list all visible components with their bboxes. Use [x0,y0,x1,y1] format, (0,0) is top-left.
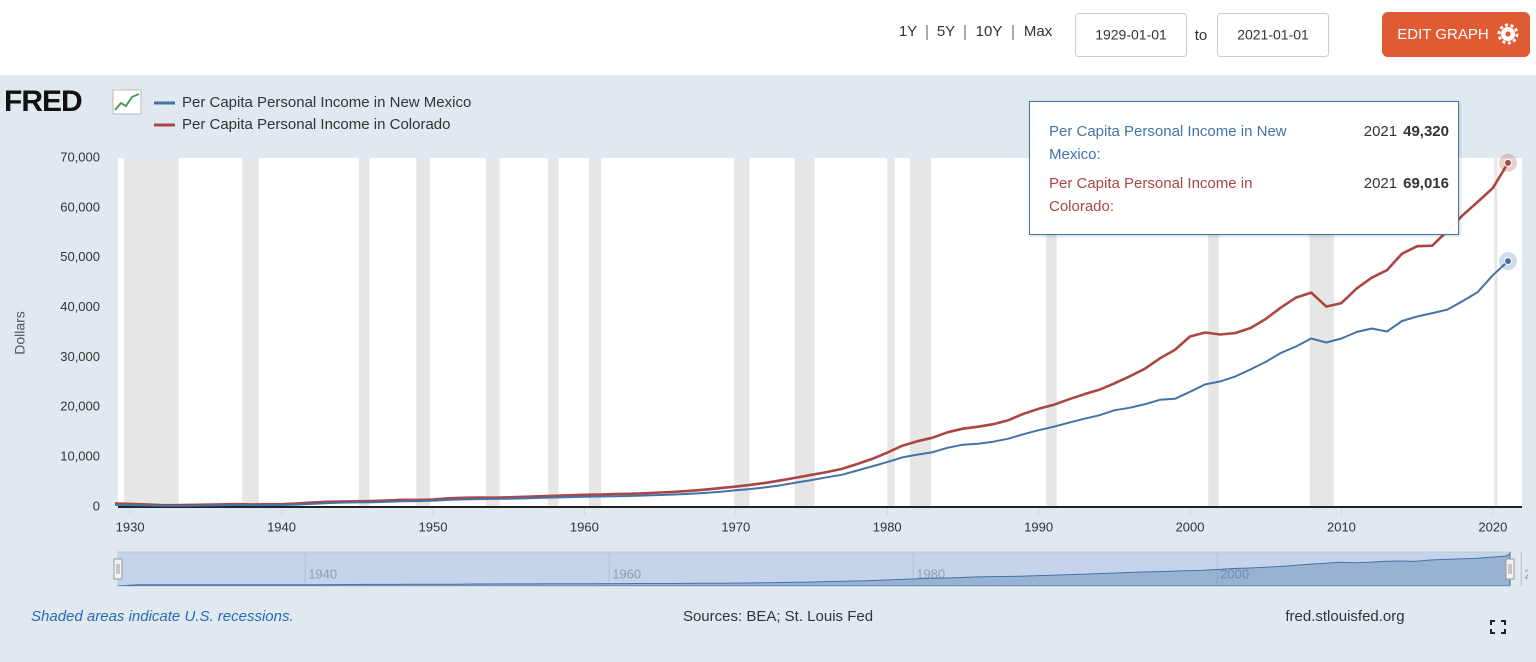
navigator-tick-label: 2020 [1524,566,1536,581]
end-point [1504,158,1512,167]
tooltip-date: 2021 [1363,175,1398,192]
tooltip-number: 49,320 [1403,123,1449,140]
x-tick-label: 1990 [1024,519,1053,534]
tooltip-label: Per Capita Personal Income in Colorado: [1049,175,1253,215]
recession-band [358,158,370,507]
recession-band [485,158,500,507]
corner [1501,620,1506,625]
range-button[interactable]: Max [1024,23,1053,40]
tooltip-value: 2021 49,320 [1364,120,1449,143]
tooltip: Per Capita Personal Income in New Mexico… [1029,101,1459,235]
y-tick-label: 0 [93,498,100,513]
x-tick-label: 1960 [570,519,599,534]
logo-icon [112,89,142,115]
navigator-area [118,552,1511,586]
recession-band [548,158,559,507]
date-input[interactable] [1217,13,1329,57]
corner [1501,629,1506,634]
x-tick-label: 2020 [1478,519,1507,534]
recession-band [794,158,815,507]
end-date: 2021-01-01 [1237,27,1309,43]
logo-line [114,93,140,111]
logo-frame [112,89,142,115]
gear-teeth [1497,23,1519,45]
edit-graph-button[interactable] [1382,12,1530,57]
series-line [114,162,1510,507]
range-button[interactable]: 1Y [899,23,917,40]
corner [1490,629,1495,634]
recession-band [909,158,932,507]
navigator-tick-label: 2000 [1220,566,1249,581]
edit-graph-label: EDIT GRAPH [1397,26,1488,43]
navigator-tick-label: 1960 [612,566,641,581]
y-tick-label: 70,000 [60,149,100,164]
recession-band [416,158,430,507]
end-point [1504,257,1512,266]
legend-label[interactable]: Per Capita Personal Income in Colorado [182,116,450,133]
x-tick-label: 1930 [116,519,145,534]
y-tick-label: 60,000 [60,199,100,214]
y-tick-label: 50,000 [60,249,100,264]
x-tick-label: 1970 [721,519,750,534]
fred-logo: FRED [4,85,82,118]
start-date: 1929-01-01 [1095,27,1167,43]
date-input[interactable] [1075,13,1187,57]
navigator-handle[interactable] [1505,558,1515,580]
tooltip-label: Per Capita Personal Income in New Mexico… [1049,123,1287,163]
x-tick-label: 2010 [1327,519,1356,534]
navigator[interactable] [117,551,1511,587]
gear-icon [1497,23,1519,45]
gear-hole [1505,31,1511,37]
corner [1490,620,1495,625]
y-tick-label: 10,000 [60,449,100,464]
recession-band [1046,158,1057,507]
recession-band [1494,158,1498,507]
y-axis-label: Dollars [12,311,28,355]
fullscreen-icon[interactable] [1490,620,1506,634]
navigator-content: 19401960198020002020 [118,552,1536,586]
x-tick-label: 2000 [1176,519,1205,534]
range-button[interactable]: 5Y [937,23,955,40]
x-tick-label: 1940 [267,519,296,534]
y-tick-label: 30,000 [60,349,100,364]
x-tick-label: 1950 [419,519,448,534]
tooltip-number: 69,016 [1403,175,1449,192]
x-tick-label: 1980 [873,519,902,534]
navigator-handle[interactable] [113,558,123,580]
legend-label[interactable]: Per Capita Personal Income in New Mexico [182,94,471,111]
tooltip-date: 2021 [1363,123,1398,140]
recession-band [588,158,602,507]
tooltip-value: 2021 69,016 [1364,172,1449,195]
recession-note: Shaded areas indicate U.S. recessions. [31,608,294,625]
to-label: to [1195,27,1208,44]
navigator-group: 19401960198020002020 [113,552,1536,586]
navigator-tick-label: 1940 [308,566,337,581]
recession-band [124,158,179,507]
recession-band [734,158,750,507]
site-link[interactable]: fred.stlouisfed.org [1285,608,1404,625]
sources: Sources: BEA; St. Louis Fed [683,608,873,625]
y-tick-label: 20,000 [60,399,100,414]
series-line [114,260,1509,507]
recession-band [242,158,259,507]
range-button[interactable]: 10Y [976,23,1003,40]
recession-band [887,158,895,507]
y-tick-label: 40,000 [60,299,100,314]
